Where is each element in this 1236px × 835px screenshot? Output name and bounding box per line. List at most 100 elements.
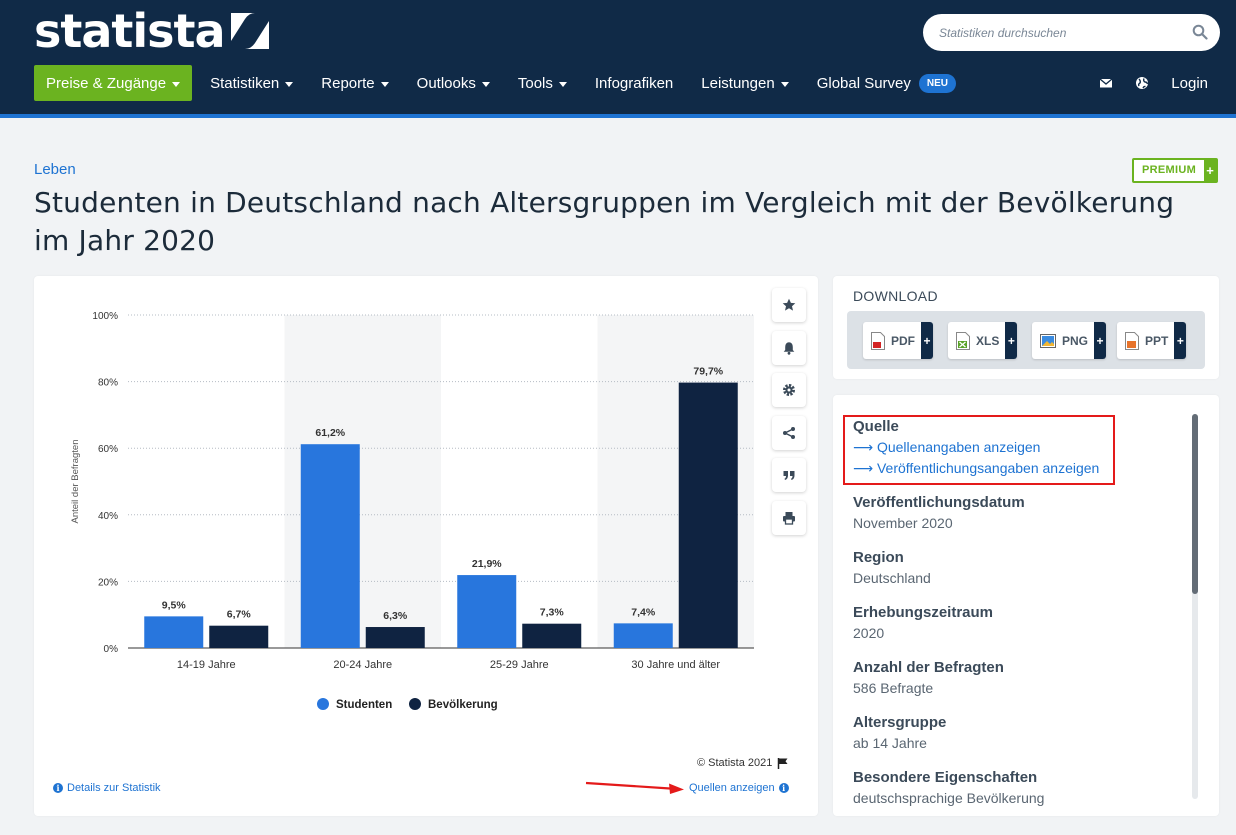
nav-item-tools[interactable]: Tools xyxy=(504,65,581,101)
bar xyxy=(144,616,204,648)
arrow-right-icon: ⟶ xyxy=(853,439,874,455)
breadcrumb[interactable]: Leben xyxy=(34,161,76,178)
nav-item-label: Tools xyxy=(517,74,553,92)
nav-item-statistiken[interactable]: Statistiken xyxy=(196,65,307,101)
search-box xyxy=(923,14,1220,51)
info-icon: i xyxy=(53,783,63,793)
legend-label: Studenten xyxy=(336,699,392,711)
legend-label: Bevölkerung xyxy=(428,699,498,711)
bar xyxy=(613,623,673,648)
bar xyxy=(678,382,738,648)
y-axis-label: Anteil der Befragten xyxy=(70,440,81,524)
nav-item-global-survey[interactable]: Global Survey NEU xyxy=(803,65,970,101)
show-sources-label: Quellen anzeigen xyxy=(689,782,775,794)
bar xyxy=(457,575,517,648)
data-label: 21,9% xyxy=(472,558,502,570)
legend-marker xyxy=(317,698,329,710)
premium-badge[interactable]: PREMIUM + xyxy=(1132,158,1219,183)
scrollbar-thumb[interactable] xyxy=(1192,414,1198,594)
data-label: 9,5% xyxy=(162,599,187,611)
nav-item-label: Statistiken xyxy=(210,74,280,92)
nav-item-infografiken[interactable]: Infografiken xyxy=(581,65,687,101)
nav-item-reporte[interactable]: Reporte xyxy=(307,65,402,101)
info-icon: i xyxy=(778,783,789,793)
download-xls-label: XLS xyxy=(976,333,1000,348)
info-field-label: Region xyxy=(853,549,904,566)
globe-icon[interactable] xyxy=(1135,76,1149,90)
nav-item-outlooks[interactable]: Outlooks xyxy=(403,65,504,101)
info-field-value: 586 Befragte xyxy=(853,680,934,696)
plus-icon: + xyxy=(921,322,933,359)
nav-item-label: Outlooks xyxy=(416,74,476,92)
plus-icon: + xyxy=(1005,322,1018,359)
red-highlight-box xyxy=(843,415,1115,485)
download-title: DOWNLOAD xyxy=(853,288,938,304)
nav-item-label: Infografiken xyxy=(594,74,674,92)
y-tick-label: 40% xyxy=(98,511,118,522)
cite-button[interactable] xyxy=(772,458,806,492)
download-ppt-button[interactable]: PPT + xyxy=(1117,322,1187,359)
info-scrollbar[interactable] xyxy=(1192,414,1198,799)
ppt-file-icon xyxy=(1125,331,1139,350)
legend-marker xyxy=(409,698,421,710)
source-details-label: Quellenangaben anzeigen xyxy=(876,439,1041,455)
info-field-label: Veröffentlichungsdatum xyxy=(853,494,1025,511)
source-details-link[interactable]: ⟶ Quellenangaben anzeigen xyxy=(853,437,1183,458)
nav-item-label: Reporte xyxy=(321,74,375,92)
nav-item-label: Leistungen xyxy=(701,74,775,92)
info-field-value: ab 14 Jahre xyxy=(853,735,927,751)
favorite-button[interactable] xyxy=(772,288,806,322)
login-link[interactable]: Login xyxy=(1171,74,1208,92)
chevron-down-icon xyxy=(780,81,789,87)
chart-panel: 0% 20% 40% 60% 80% 100% Anteil der Befragten 9,… xyxy=(34,276,818,816)
bar xyxy=(209,625,269,648)
data-label: 7,3% xyxy=(540,607,565,619)
download-ppt-label: PPT xyxy=(1145,333,1169,348)
nav-item-leistungen[interactable]: Leistungen xyxy=(687,65,802,101)
logo-text: statista xyxy=(34,4,226,58)
download-png-button[interactable]: PNG + xyxy=(1032,322,1107,359)
search-icon[interactable] xyxy=(1192,24,1208,40)
chevron-down-icon xyxy=(380,81,389,87)
details-link[interactable]: i Details zur Statistik xyxy=(53,782,161,794)
notification-button[interactable] xyxy=(772,330,806,365)
show-sources-link[interactable]: Quellen anzeigen i xyxy=(689,782,789,794)
info-field-value: Deutschland xyxy=(853,570,931,586)
statista-logo[interactable]: statista xyxy=(34,8,269,54)
download-xls-button[interactable]: XLS + xyxy=(948,322,1018,359)
mail-icon[interactable] xyxy=(1099,76,1113,90)
info-field-label: Erhebungszeitraum xyxy=(853,604,994,621)
settings-button[interactable] xyxy=(772,373,806,407)
nav-pricing-button[interactable]: Preise & Zugänge xyxy=(34,65,193,101)
star-icon xyxy=(782,298,796,311)
search-input[interactable] xyxy=(939,23,1179,43)
download-png-label: PNG xyxy=(1062,333,1089,348)
x-tick-label: 25-29 Jahre xyxy=(490,659,549,671)
bell-icon xyxy=(783,341,795,355)
data-label: 6,3% xyxy=(383,610,408,622)
info-field-label: Besondere Eigenschaften xyxy=(853,769,1038,786)
y-tick-label: 0% xyxy=(104,644,119,655)
publication-details-label: Veröffentlichungsangaben anzeigen xyxy=(876,460,1100,476)
plus-icon: + xyxy=(1174,322,1187,359)
chevron-down-icon xyxy=(558,81,567,87)
chart-copyright: © Statista 2021 xyxy=(697,757,789,769)
printer-icon xyxy=(783,511,795,525)
download-pdf-label: PDF xyxy=(891,333,915,348)
flag-icon[interactable] xyxy=(777,757,789,769)
y-tick-label: 80% xyxy=(98,378,118,389)
print-button[interactable] xyxy=(772,500,806,535)
data-label: 7,4% xyxy=(631,606,656,618)
quote-icon xyxy=(783,471,795,480)
info-field-label: Anzahl der Befragten xyxy=(853,659,1004,676)
info-field-value: 2020 xyxy=(853,625,885,641)
publication-details-link[interactable]: ⟶ Veröffentlichungsangaben anzeigen xyxy=(853,458,1183,479)
gear-icon xyxy=(783,384,795,396)
download-pdf-button[interactable]: PDF + xyxy=(863,322,933,359)
chevron-down-icon xyxy=(172,81,181,87)
x-tick-label: 30 Jahre und älter xyxy=(631,659,720,671)
share-button[interactable] xyxy=(772,415,806,450)
download-button-group: PDF + XLS + PNG + PPT + xyxy=(847,311,1205,369)
nav-right: Login xyxy=(1099,65,1208,101)
source-heading: Quelle xyxy=(853,418,899,435)
